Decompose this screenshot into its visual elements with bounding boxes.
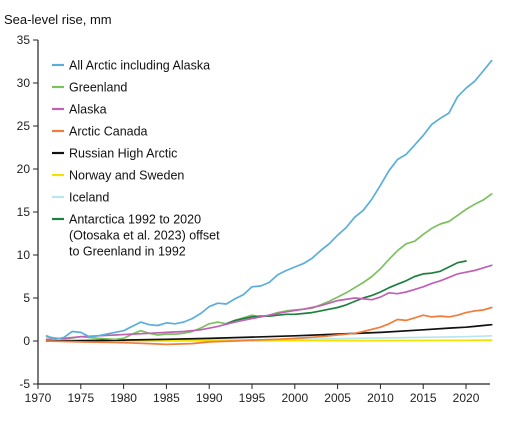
series-line-arctic-canada bbox=[45, 306, 493, 346]
y-tick-label: 5 bbox=[23, 291, 30, 305]
series-line-norway-and-sweden bbox=[45, 339, 493, 342]
x-tick-label: 2010 bbox=[367, 391, 394, 405]
x-tick-label: 1970 bbox=[25, 391, 52, 405]
x-tick-label: 2020 bbox=[453, 391, 480, 405]
y-tick-label: 10 bbox=[17, 248, 31, 262]
x-tick-label: 2005 bbox=[324, 391, 351, 405]
series-line-russian-high-arctic bbox=[45, 323, 493, 342]
series-line-alaska bbox=[45, 264, 493, 341]
y-tick-label: 35 bbox=[17, 33, 31, 47]
y-tick-label: 15 bbox=[17, 205, 31, 219]
y-tick-label: 25 bbox=[17, 119, 31, 133]
x-tick-label: 1975 bbox=[67, 391, 94, 405]
legend-label: to Greenland in 1992 bbox=[69, 245, 186, 259]
y-axis-label: Sea-level rise, mm bbox=[4, 12, 112, 27]
y-tick-label: -5 bbox=[19, 377, 30, 391]
y-tick-label: 30 bbox=[17, 76, 31, 90]
legend-label: (Otosaka et al. 2023) offset bbox=[69, 229, 220, 243]
x-tick-label: 1985 bbox=[153, 391, 180, 405]
series-group bbox=[45, 59, 493, 346]
legend-label: Russian High Arctic bbox=[69, 147, 177, 161]
x-tick-label: 1995 bbox=[239, 391, 266, 405]
axes: -5 0 5 10 15 20 25 30 35 1970 1975 1980 1985 1990 1995… bbox=[17, 33, 490, 405]
legend: All Arctic including Alaska Greenland Alas… bbox=[52, 59, 220, 259]
legend-label: All Arctic including Alaska bbox=[69, 59, 210, 73]
x-tick-label: 1980 bbox=[110, 391, 137, 405]
legend-label: Norway and Sweden bbox=[69, 169, 184, 183]
legend-label: Iceland bbox=[69, 191, 109, 205]
y-tick-label: 20 bbox=[17, 162, 31, 176]
series-line-all-arctic-including-alaska bbox=[45, 59, 493, 341]
x-tick-label: 1990 bbox=[196, 391, 223, 405]
legend-label: Alaska bbox=[69, 103, 107, 117]
x-tick-label: 2015 bbox=[410, 391, 437, 405]
legend-label: Antarctica 1992 to 2020 bbox=[69, 213, 201, 227]
y-tick-label: 0 bbox=[23, 334, 30, 348]
x-tick-label: 2000 bbox=[281, 391, 308, 405]
legend-label: Greenland bbox=[69, 81, 127, 95]
legend-label: Arctic Canada bbox=[69, 125, 148, 139]
